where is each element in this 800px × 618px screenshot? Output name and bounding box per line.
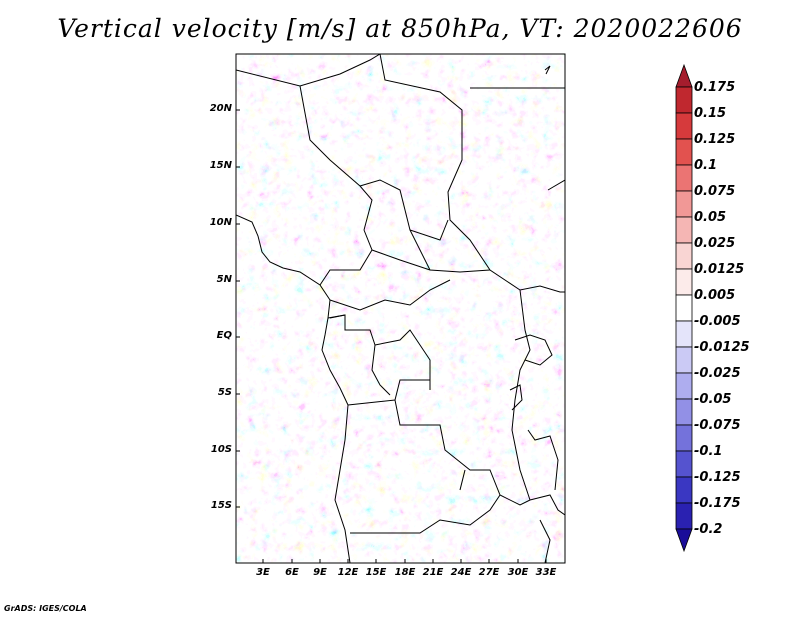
colorbar-swatch xyxy=(675,502,693,530)
lon-label-18e: 18E xyxy=(394,567,416,578)
colorbar-swatch xyxy=(675,398,693,426)
colorbar-label: 0.075 xyxy=(694,184,736,199)
colorbar-swatch xyxy=(675,476,693,504)
colorbar-label: -0.2 xyxy=(694,522,723,537)
colorbar-swatch xyxy=(675,112,693,140)
colorbar-label: 0.025 xyxy=(694,236,736,251)
lat-label-5s: 5S xyxy=(217,387,232,398)
colorbar-swatch xyxy=(675,242,693,270)
colorbar xyxy=(675,63,693,553)
grads-credit: GrADS: IGES/COLA xyxy=(4,604,87,613)
lon-label-9e: 9E xyxy=(313,567,327,578)
colorbar-swatch xyxy=(675,63,693,88)
lon-label-33e: 33E xyxy=(535,567,557,578)
colorbar-swatch xyxy=(675,268,693,296)
colorbar-swatch xyxy=(675,138,693,166)
vertical-velocity-field xyxy=(236,54,565,563)
lat-label-5n: 5N xyxy=(216,274,232,285)
lon-label-6e: 6E xyxy=(285,567,299,578)
lon-label-24e: 24E xyxy=(450,567,472,578)
colorbar-swatch xyxy=(675,372,693,400)
lat-label-20n: 20N xyxy=(209,103,232,114)
lon-label-27e: 27E xyxy=(478,567,500,578)
colorbar-label: 0.005 xyxy=(694,288,736,303)
lon-label-15e: 15E xyxy=(365,567,387,578)
colorbar-label: 0.1 xyxy=(694,158,718,173)
lat-label-10n: 10N xyxy=(209,217,232,228)
colorbar-swatch xyxy=(675,320,693,348)
colorbar-swatch xyxy=(675,216,693,244)
colorbar-label: -0.0125 xyxy=(694,340,750,355)
colorbar-label: -0.075 xyxy=(694,418,741,433)
lat-label-10s: 10S xyxy=(210,444,232,455)
colorbar-label: 0.0125 xyxy=(694,262,745,277)
lon-label-12e: 12E xyxy=(337,567,359,578)
colorbar-label: -0.05 xyxy=(694,392,732,407)
lat-label-15s: 15S xyxy=(210,500,232,511)
map-title: Vertical velocity [m/s] at 850hPa, VT: 2… xyxy=(57,14,743,43)
colorbar-label: -0.1 xyxy=(694,444,723,459)
colorbar-swatch xyxy=(675,346,693,374)
colorbar-label: 0.125 xyxy=(694,132,736,147)
colorbar-label: -0.025 xyxy=(694,366,741,381)
colorbar-swatch xyxy=(675,294,693,322)
colorbar-swatch xyxy=(675,528,693,553)
colorbar-label: 0.175 xyxy=(694,80,736,95)
map-frame xyxy=(235,53,566,564)
colorbar-swatch xyxy=(675,86,693,114)
lon-label-21e: 21E xyxy=(422,567,444,578)
colorbar-swatch xyxy=(675,424,693,452)
colorbar-label: -0.005 xyxy=(694,314,741,329)
axis-ticks xyxy=(236,109,547,563)
lat-label-15n: 15N xyxy=(209,160,232,171)
colorbar-swatch xyxy=(675,190,693,218)
colorbar-swatch xyxy=(675,450,693,478)
lon-label-3e: 3E xyxy=(256,567,270,578)
lon-label-30e: 30E xyxy=(507,567,529,578)
colorbar-label: -0.125 xyxy=(694,470,741,485)
country-boundaries xyxy=(236,54,565,563)
colorbar-label: -0.175 xyxy=(694,496,741,511)
lat-label-eq: EQ xyxy=(216,330,232,341)
colorbar-label: 0.05 xyxy=(694,210,727,225)
colorbar-label: 0.15 xyxy=(694,106,727,121)
colorbar-swatch xyxy=(675,164,693,192)
